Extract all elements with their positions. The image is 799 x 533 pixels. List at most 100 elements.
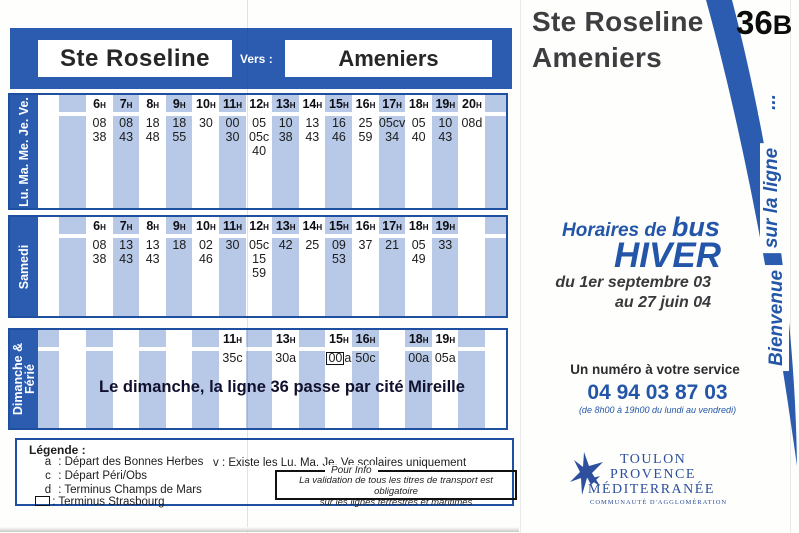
hour-column: 15H 16 46 [325,97,352,144]
legend-item: c : Départ Péri/Obs [41,470,147,482]
time-cell: 08 [92,238,107,252]
time-cell: 49 [411,252,426,266]
time-cell: 43 [119,130,134,144]
time-cell: 46 [331,130,346,144]
time-cell: 42 [278,238,293,252]
time-cell: 16 [331,116,346,130]
legend-item: : Terminus Strasbourg [35,496,165,508]
hour-header: 6H [93,97,106,111]
column-stripe [298,330,326,428]
column-stripe [219,217,246,316]
time-cell: 59 [252,266,267,280]
hour-column: 12H 05 05c 40 [246,97,273,158]
timetable-body: 6H 08 38 7H 08 43 8H 18 48 9H 18 55 10H 30 11H 00 30 12H 0… [38,95,506,208]
boxed-time: 00 [326,351,345,365]
hour-column: 16H 50c [352,332,379,365]
legend-item: a : Départ des Bonnes Herbes [41,456,204,468]
hour-column: 13H 42 [272,219,299,252]
time-cell: 05a [434,351,456,365]
hour-column: 14H 25 [299,219,326,252]
time-cell: 59 [358,130,373,144]
time-cell: 05 [252,116,267,130]
destination-stop-box: Ameniers [285,40,492,77]
time-cell: 05 [411,238,426,252]
hour-header: 10H [196,219,216,233]
phone-number: 04 94 03 87 03 [587,381,728,404]
time-cell: 53 [331,252,346,266]
hour-header: 13H [275,332,296,346]
hour-column: 18H 05 40 [405,97,432,144]
welcome-dots-text: ... [758,89,782,115]
panel-route-title-line2: Ameniers [532,42,663,73]
legend-item: d : Terminus Champs de Mars [41,484,202,496]
vers-label: Vers : [240,52,273,66]
hour-header: 17H [382,97,402,111]
hour-column: 9H 18 55 [166,97,193,144]
legend-symbol: v [213,457,219,469]
hour-header: 12H [249,219,269,233]
hour-header: 16H [355,219,376,233]
time-cell: 34 [385,130,400,144]
hour-column: 16H 25 59 [352,97,379,144]
time-cell: 37 [358,238,373,252]
phone-hours: (de 8h00 à 19h00 du lundi au vendredi) [578,405,737,415]
timetable-body: 11H 35c 13H 30a 15H 00 a 16H 50c 18H 00a 19H 05a Le d… [38,330,506,428]
hour-header: 15H [329,332,349,346]
season-label: HIVER [614,236,721,275]
time-cell: 18 [172,238,187,252]
time-cell: 33 [438,238,453,252]
hour-header: 20H [462,97,482,111]
time-cell: 05c [249,238,270,252]
time-cell: 09 [331,238,346,252]
time-cell: 38 [278,130,293,144]
day-label-strip: Samedi [10,217,38,316]
column-stripe [485,95,506,208]
fold-crease [247,0,248,533]
day-label: Lu. Ma. Me. Je. Ve. [17,96,31,207]
column-stripe [86,330,113,428]
header-gap [38,234,506,238]
legend-text: Terminus Champs de Mars [64,484,202,496]
hour-header: 11H [223,332,242,346]
time-cell: 38 [92,252,107,266]
time-cell: 50c [355,351,376,365]
hour-header: 8H [146,97,160,111]
time-cell: 13 [119,238,134,252]
hour-column: 11H 00 30 [219,97,246,144]
time-cell: 13 [305,116,320,130]
hour-header: 9H [172,97,186,111]
hour-header: 11H [223,219,242,233]
legend-text: Départ Péri/Obs [64,470,148,482]
time-cell: 02 [198,238,213,252]
time-cell: 15 [252,252,267,266]
pour-info-line: sur les lignes terrestres et maritimes [319,497,473,508]
hour-header: 8H [146,219,160,233]
time-cell: 40 [252,144,267,158]
column-stripe [325,217,352,316]
column-stripe [139,330,166,428]
timetable-section: Lu. Ma. Me. Je. Ve. 6H 08 38 7H 08 43 8H 18 48 9H 1… [8,93,508,210]
origin-stop-box: Ste Roseline [38,40,232,77]
time-cell: 25 [358,116,373,130]
pour-info-box: Pour Info La validation de tous les titr… [275,465,517,508]
time-cell: 13 [145,238,160,252]
time-cell: 38 [92,130,107,144]
legend-symbol: a [44,456,52,468]
legend-symbol: c [45,470,51,482]
hour-column: 17H 05cv 34 [379,97,406,144]
hour-header: 18H [408,97,429,111]
pour-info-title: Pour Info [325,465,378,476]
hour-column: 13H 30a [272,332,299,365]
legend-symbol: d [44,484,52,496]
time-cell: 30 [225,130,240,144]
time-cell: 05c [249,130,270,144]
hour-column: 18H 00a [405,332,432,365]
day-label-strip: Dimanche & Férié [10,330,38,428]
column-stripe [245,330,273,428]
column-stripe [405,330,432,428]
time-cell: 00 [225,116,240,130]
time-cell: 18 [172,116,187,130]
header-gap [38,112,506,116]
hour-column: 7H 08 43 [113,97,140,144]
